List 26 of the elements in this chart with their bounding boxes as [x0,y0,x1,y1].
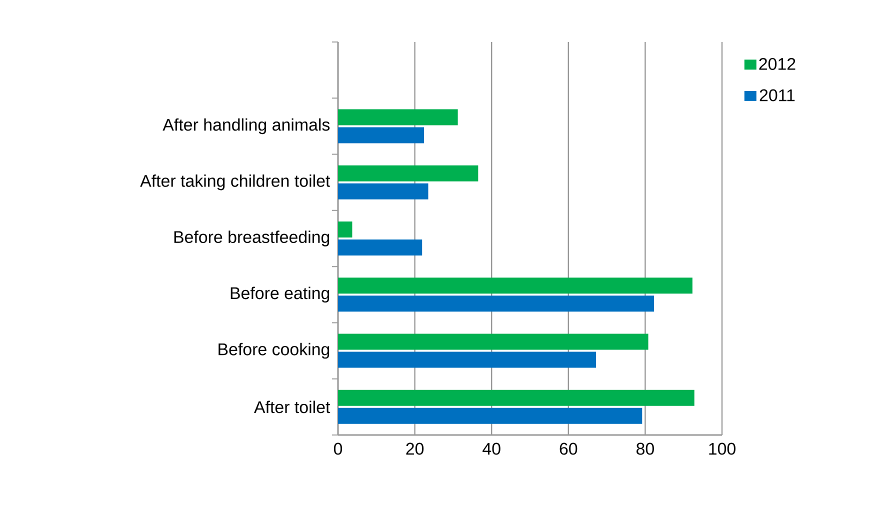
bar [338,109,458,126]
bar [338,183,428,200]
legend-label: 2011 [760,89,795,102]
x-tick-label: 0 [334,442,342,455]
legend-label: 2012 [759,58,796,70]
bar [338,408,642,424]
y-tick-label: Before eating [230,286,330,303]
bar [338,278,692,294]
bar [338,240,422,256]
x-tick-label: 80 [636,442,654,455]
bar [338,352,596,368]
bar [338,127,424,144]
y-tick-label: After toilet [254,400,330,414]
bar [338,390,694,406]
x-tick-label: 100 [709,442,736,455]
x-tick-label: 40 [482,442,500,455]
y-tick-label: After taking children toilet [140,174,330,190]
y-tick-label: Before cooking [218,342,330,359]
y-tick-label: Before breastfeeding [174,230,330,246]
bar [338,334,648,350]
bar [338,222,352,238]
x-tick-label: 20 [406,442,424,455]
bar [338,296,654,312]
bar [338,165,478,182]
y-tick-label: After handling animals [162,118,330,134]
x-tick-label: 60 [560,442,578,455]
